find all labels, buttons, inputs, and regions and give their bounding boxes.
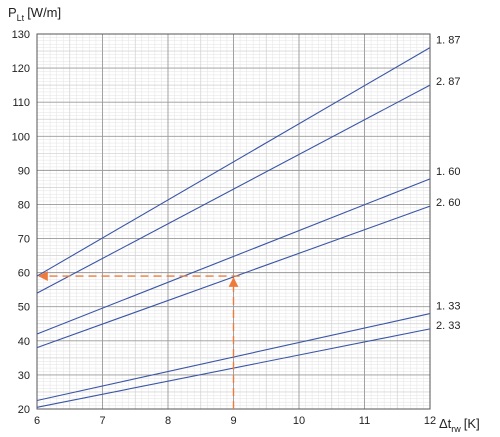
y-tick-label: 120 [12, 63, 30, 75]
x-axis-title-unit: [K] [464, 416, 480, 431]
x-tick-label: 10 [293, 415, 305, 427]
tick-labels: 6 7 8 9 10 11 12 20 30 40 50 60 70 80 90 100 110 120 130 [12, 29, 436, 427]
y-tick-label: 90 [18, 165, 30, 177]
series-label: 1. 60 [436, 166, 460, 178]
reading-annotation [38, 271, 240, 409]
x-tick-label: 11 [359, 415, 370, 427]
series-label: 2. 87 [436, 76, 460, 88]
series-line [36, 47, 431, 277]
y-tick-label: 20 [18, 404, 30, 416]
major-grid [36, 33, 431, 410]
x-axis-title: Δtrw [K] [439, 416, 480, 434]
y-tick-label: 50 [18, 302, 30, 314]
y-tick-label: 70 [18, 234, 30, 246]
series-line [36, 313, 431, 402]
y-axis-title-sub: Lt [17, 13, 25, 23]
series-line [36, 178, 431, 335]
y-tick-label: 60 [18, 268, 30, 280]
series-labels: 1. 87 2. 87 1. 60 2. 60 1. 33 2. 33 [436, 35, 460, 332]
y-tick-label: 80 [18, 199, 30, 211]
y-axis-title-unit: [W/m] [27, 5, 61, 20]
y-tick-label: 100 [12, 131, 30, 143]
x-tick-label: 7 [99, 415, 105, 427]
x-axis-title-main: Δt [439, 416, 452, 431]
y-tick-label: 40 [18, 336, 30, 348]
y-tick-label: 110 [12, 97, 30, 109]
x-tick-label: 12 [424, 415, 436, 427]
y-tick-label: 130 [12, 29, 30, 41]
series-label: 2. 60 [436, 197, 460, 209]
series-label: 1. 87 [436, 35, 460, 47]
series-label: 2. 33 [436, 320, 460, 332]
y-axis-title: PLt [W/m] [8, 5, 61, 23]
x-tick-label: 6 [34, 415, 40, 427]
series-line [36, 205, 431, 349]
x-tick-label: 8 [165, 415, 171, 427]
x-tick-label: 9 [230, 415, 236, 427]
series-label: 1. 33 [436, 301, 460, 313]
x-axis-title-sub: rw [451, 424, 461, 434]
y-tick-label: 30 [18, 370, 30, 382]
y-axis-title-main: P [8, 5, 17, 20]
series-line [36, 84, 431, 294]
